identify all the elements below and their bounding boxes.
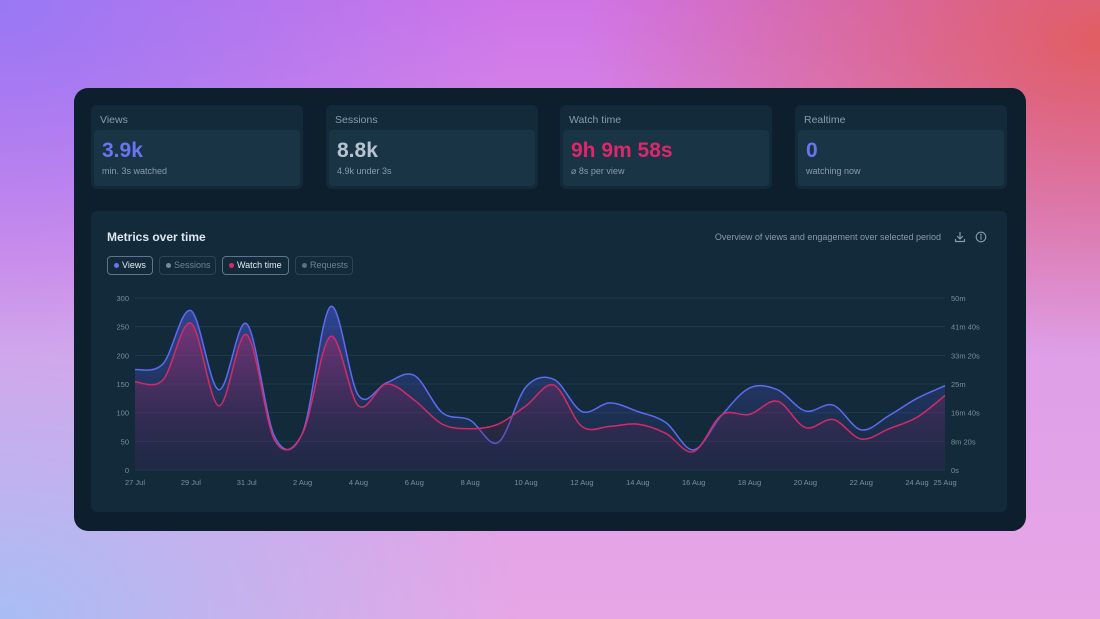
x-tick-label: 14 Aug <box>626 478 649 487</box>
y-right-tick-label: 0s <box>951 466 959 475</box>
x-tick-label: 6 Aug <box>405 478 424 487</box>
legend-toggle-sessions[interactable]: Sessions <box>159 256 216 275</box>
x-tick-label: 29 Jul <box>181 478 201 487</box>
legend-label: Requests <box>310 260 349 270</box>
download-icon[interactable] <box>953 230 967 244</box>
watch-time-area <box>135 322 945 470</box>
stat-cards: Views 3.9k min. 3s watched Sessions 8.8k… <box>91 105 1007 189</box>
watch-time-line <box>134 322 946 453</box>
x-tick-label: 10 Aug <box>514 478 537 487</box>
stat-title: Realtime <box>804 114 846 126</box>
metrics-chart-card: Metrics over time Overview of views and … <box>91 211 1007 512</box>
legend-label: Sessions <box>174 260 211 270</box>
y-left-tick-label: 300 <box>116 294 129 303</box>
y-left-tick-label: 150 <box>116 380 129 389</box>
x-tick-label: 18 Aug <box>738 478 761 487</box>
y-left-tick-label: 50 <box>121 437 129 446</box>
legend-toggle-requests[interactable]: Requests <box>295 256 353 275</box>
x-tick-label: 12 Aug <box>570 478 593 487</box>
stat-subtext: ⌀ 8s per view <box>571 166 625 176</box>
stat-value: 3.9k <box>102 139 143 162</box>
y-right-tick-label: 33m 20s <box>951 351 980 360</box>
stat-card-watch-time: Watch time 9h 9m 58s ⌀ 8s per view <box>560 105 772 189</box>
x-tick-label: 25 Aug <box>933 478 956 487</box>
y-right-tick-label: 50m <box>951 294 966 303</box>
views-line <box>134 305 946 451</box>
x-tick-label: 20 Aug <box>794 478 817 487</box>
x-tick-label: 4 Aug <box>349 478 368 487</box>
chart-title: Metrics over time <box>107 230 206 244</box>
x-tick-label: 22 Aug <box>850 478 873 487</box>
x-tick-label: 31 Jul <box>237 478 257 487</box>
stat-value: 0 <box>806 139 818 162</box>
chart-description: Overview of views and engagement over se… <box>714 232 941 242</box>
y-right-tick-label: 41m 40s <box>951 323 980 332</box>
dashboard-panel: Views 3.9k min. 3s watched Sessions 8.8k… <box>74 88 1026 531</box>
legend-label: Views <box>122 260 146 270</box>
stat-title: Views <box>100 114 128 126</box>
stat-subtext: 4.9k under 3s <box>337 166 392 176</box>
stat-subtext: watching now <box>806 166 861 176</box>
stat-card-realtime: Realtime 0 watching now <box>795 105 1007 189</box>
legend-dot <box>302 263 307 268</box>
legend-toggle-views[interactable]: Views <box>107 256 153 275</box>
legend-dot <box>229 263 234 268</box>
stat-card-sessions: Sessions 8.8k 4.9k under 3s <box>326 105 538 189</box>
y-right-tick-label: 25m <box>951 380 966 389</box>
y-right-tick-label: 8m 20s <box>951 437 976 446</box>
y-left-tick-label: 0 <box>125 466 129 475</box>
y-left-tick-label: 250 <box>116 323 129 332</box>
y-left-tick-label: 100 <box>116 409 129 418</box>
stat-card-views: Views 3.9k min. 3s watched <box>91 105 303 189</box>
stat-title: Watch time <box>569 114 622 126</box>
info-icon[interactable] <box>974 230 988 244</box>
area-chart: 0 0s 50 8m 20s 100 16m 40s 150 25m 200 33m 20s 250… <box>116 294 980 487</box>
y-left-tick-label: 200 <box>116 351 129 360</box>
x-tick-label: 2 Aug <box>293 478 312 487</box>
stat-value: 8.8k <box>337 139 378 162</box>
stat-value: 9h 9m 58s <box>571 139 673 162</box>
x-tick-label: 16 Aug <box>682 478 705 487</box>
stat-subtext: min. 3s watched <box>102 166 168 176</box>
legend-dot <box>166 263 171 268</box>
stat-title: Sessions <box>335 114 378 126</box>
x-tick-label: 27 Jul <box>125 478 145 487</box>
legend-label: Watch time <box>237 260 282 270</box>
x-tick-label: 24 Aug <box>905 478 928 487</box>
y-right-tick-label: 16m 40s <box>951 409 980 418</box>
legend-dot <box>114 263 119 268</box>
x-tick-label: 8 Aug <box>461 478 480 487</box>
legend-toggle-watch-time[interactable]: Watch time <box>222 256 289 275</box>
